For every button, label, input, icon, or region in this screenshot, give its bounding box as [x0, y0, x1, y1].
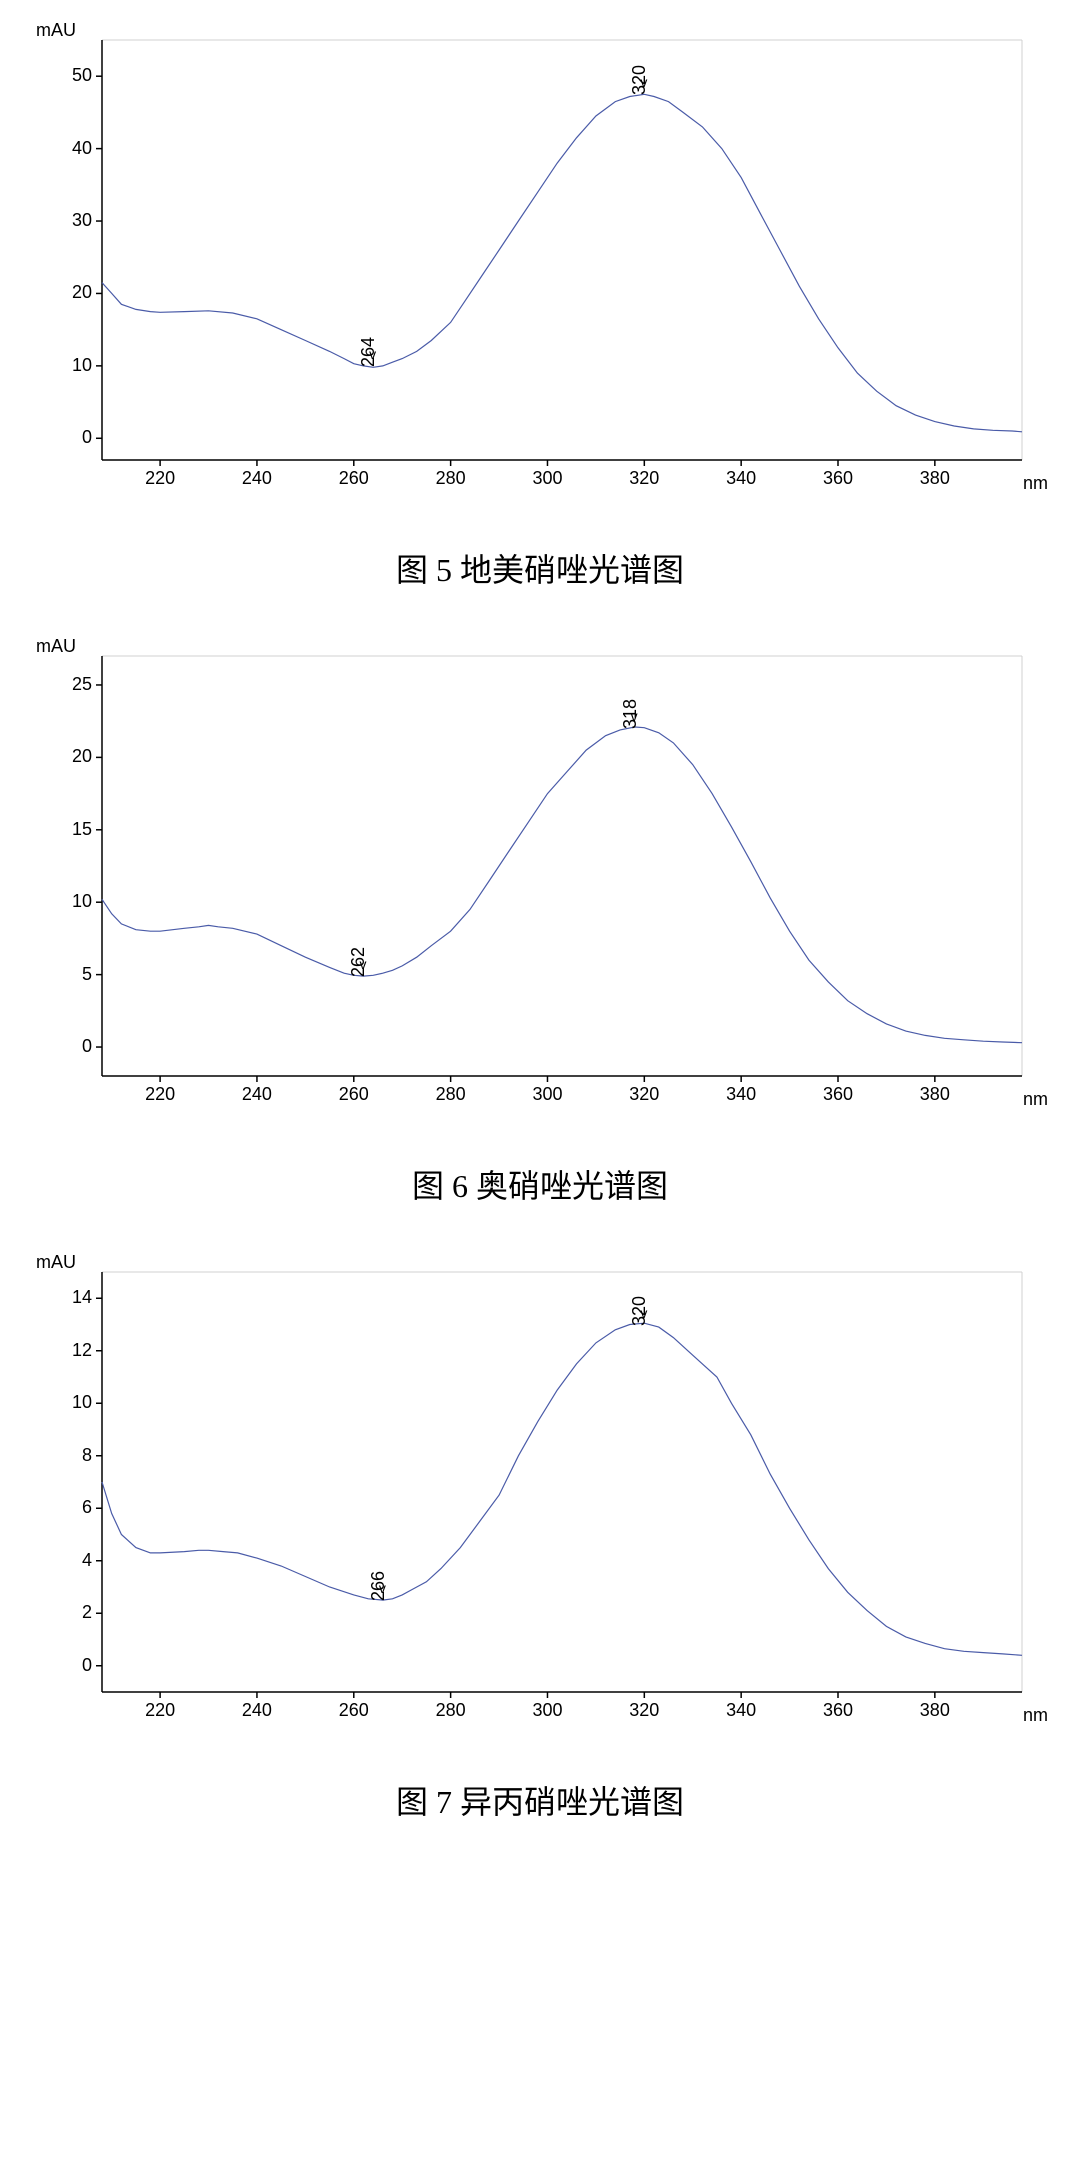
y-tick-label: 10	[42, 1392, 92, 1413]
chart-caption: 图 7 异丙硝唑光谱图	[30, 1777, 1050, 1823]
x-tick-label: 300	[527, 1084, 567, 1105]
y-tick-label: 2	[42, 1602, 92, 1623]
x-tick-label: 360	[818, 1084, 858, 1105]
x-tick-label: 300	[527, 468, 567, 489]
y-tick-label: 5	[42, 964, 92, 985]
chart-svg-chart7	[30, 1252, 1050, 1732]
chart-container-chart6: 0 5 10 15 20 25 220 240 260 280 300 320 340 360 380 mAU…	[30, 636, 1050, 1116]
y-tick-label: 14	[42, 1287, 92, 1308]
chart-container-chart5: 0 10 20 30 40 50 220 240 260 280 300 320 340 360 380 mA…	[30, 20, 1050, 500]
x-tick-label: 360	[818, 1700, 858, 1721]
x-tick-label: 340	[721, 1084, 761, 1105]
peak-label: 264	[358, 337, 379, 367]
x-tick-label: 240	[237, 1084, 277, 1105]
y-axis-label: mAU	[36, 20, 76, 41]
x-tick-label: 220	[140, 1084, 180, 1105]
peak-label: 320	[629, 1295, 650, 1325]
x-tick-label: 320	[624, 1700, 664, 1721]
x-tick-label: 260	[334, 1700, 374, 1721]
y-tick-label: 0	[42, 1655, 92, 1676]
y-tick-label: 50	[42, 65, 92, 86]
x-tick-label: 320	[624, 1084, 664, 1105]
chart-svg-chart5	[30, 20, 1050, 500]
y-tick-label: 20	[42, 746, 92, 767]
spectrum-line	[102, 1323, 1022, 1655]
peak-label: 318	[620, 699, 641, 729]
y-tick-label: 0	[42, 1036, 92, 1057]
y-tick-label: 8	[42, 1445, 92, 1466]
x-tick-label: 280	[431, 1700, 471, 1721]
x-axis-label: nm	[1023, 1705, 1048, 1726]
x-axis-label: nm	[1023, 1089, 1048, 1110]
x-tick-label: 240	[237, 468, 277, 489]
x-tick-label: 220	[140, 468, 180, 489]
chart-container-chart7: 0 2 4 6 8 10 12 14 220 240 260 280 300 320 340 360 380 mA…	[30, 1252, 1050, 1732]
spectrum-line	[102, 727, 1022, 1043]
chart-svg-chart6	[30, 636, 1050, 1116]
x-tick-label: 340	[721, 1700, 761, 1721]
y-tick-label: 30	[42, 210, 92, 231]
peak-label: 262	[348, 947, 369, 977]
x-tick-label: 360	[818, 468, 858, 489]
y-tick-label: 40	[42, 138, 92, 159]
y-tick-label: 0	[42, 427, 92, 448]
y-tick-label: 20	[42, 282, 92, 303]
y-axis-label: mAU	[36, 636, 76, 657]
y-tick-label: 4	[42, 1550, 92, 1571]
peak-label: 266	[368, 1571, 389, 1601]
spectrum-line	[102, 94, 1022, 432]
y-tick-label: 25	[42, 674, 92, 695]
chart-block-chart6: 0 5 10 15 20 25 220 240 260 280 300 320 340 360 380 mAU…	[30, 636, 1050, 1207]
y-tick-label: 6	[42, 1497, 92, 1518]
y-tick-label: 10	[42, 355, 92, 376]
x-tick-label: 320	[624, 468, 664, 489]
x-tick-label: 240	[237, 1700, 277, 1721]
x-tick-label: 280	[431, 468, 471, 489]
chart-caption: 图 6 奥硝唑光谱图	[30, 1161, 1050, 1207]
chart-block-chart5: 0 10 20 30 40 50 220 240 260 280 300 320 340 360 380 mA…	[30, 20, 1050, 591]
x-tick-label: 220	[140, 1700, 180, 1721]
x-tick-label: 380	[915, 468, 955, 489]
x-tick-label: 380	[915, 1084, 955, 1105]
x-tick-label: 300	[527, 1700, 567, 1721]
y-tick-label: 15	[42, 819, 92, 840]
x-tick-label: 380	[915, 1700, 955, 1721]
x-tick-label: 260	[334, 1084, 374, 1105]
y-tick-label: 10	[42, 891, 92, 912]
chart-caption: 图 5 地美硝唑光谱图	[30, 545, 1050, 591]
y-tick-label: 12	[42, 1340, 92, 1361]
y-axis-label: mAU	[36, 1252, 76, 1273]
peak-label: 320	[629, 65, 650, 95]
x-axis-label: nm	[1023, 473, 1048, 494]
x-tick-label: 340	[721, 468, 761, 489]
x-tick-label: 260	[334, 468, 374, 489]
chart-block-chart7: 0 2 4 6 8 10 12 14 220 240 260 280 300 320 340 360 380 mA…	[30, 1252, 1050, 1823]
x-tick-label: 280	[431, 1084, 471, 1105]
